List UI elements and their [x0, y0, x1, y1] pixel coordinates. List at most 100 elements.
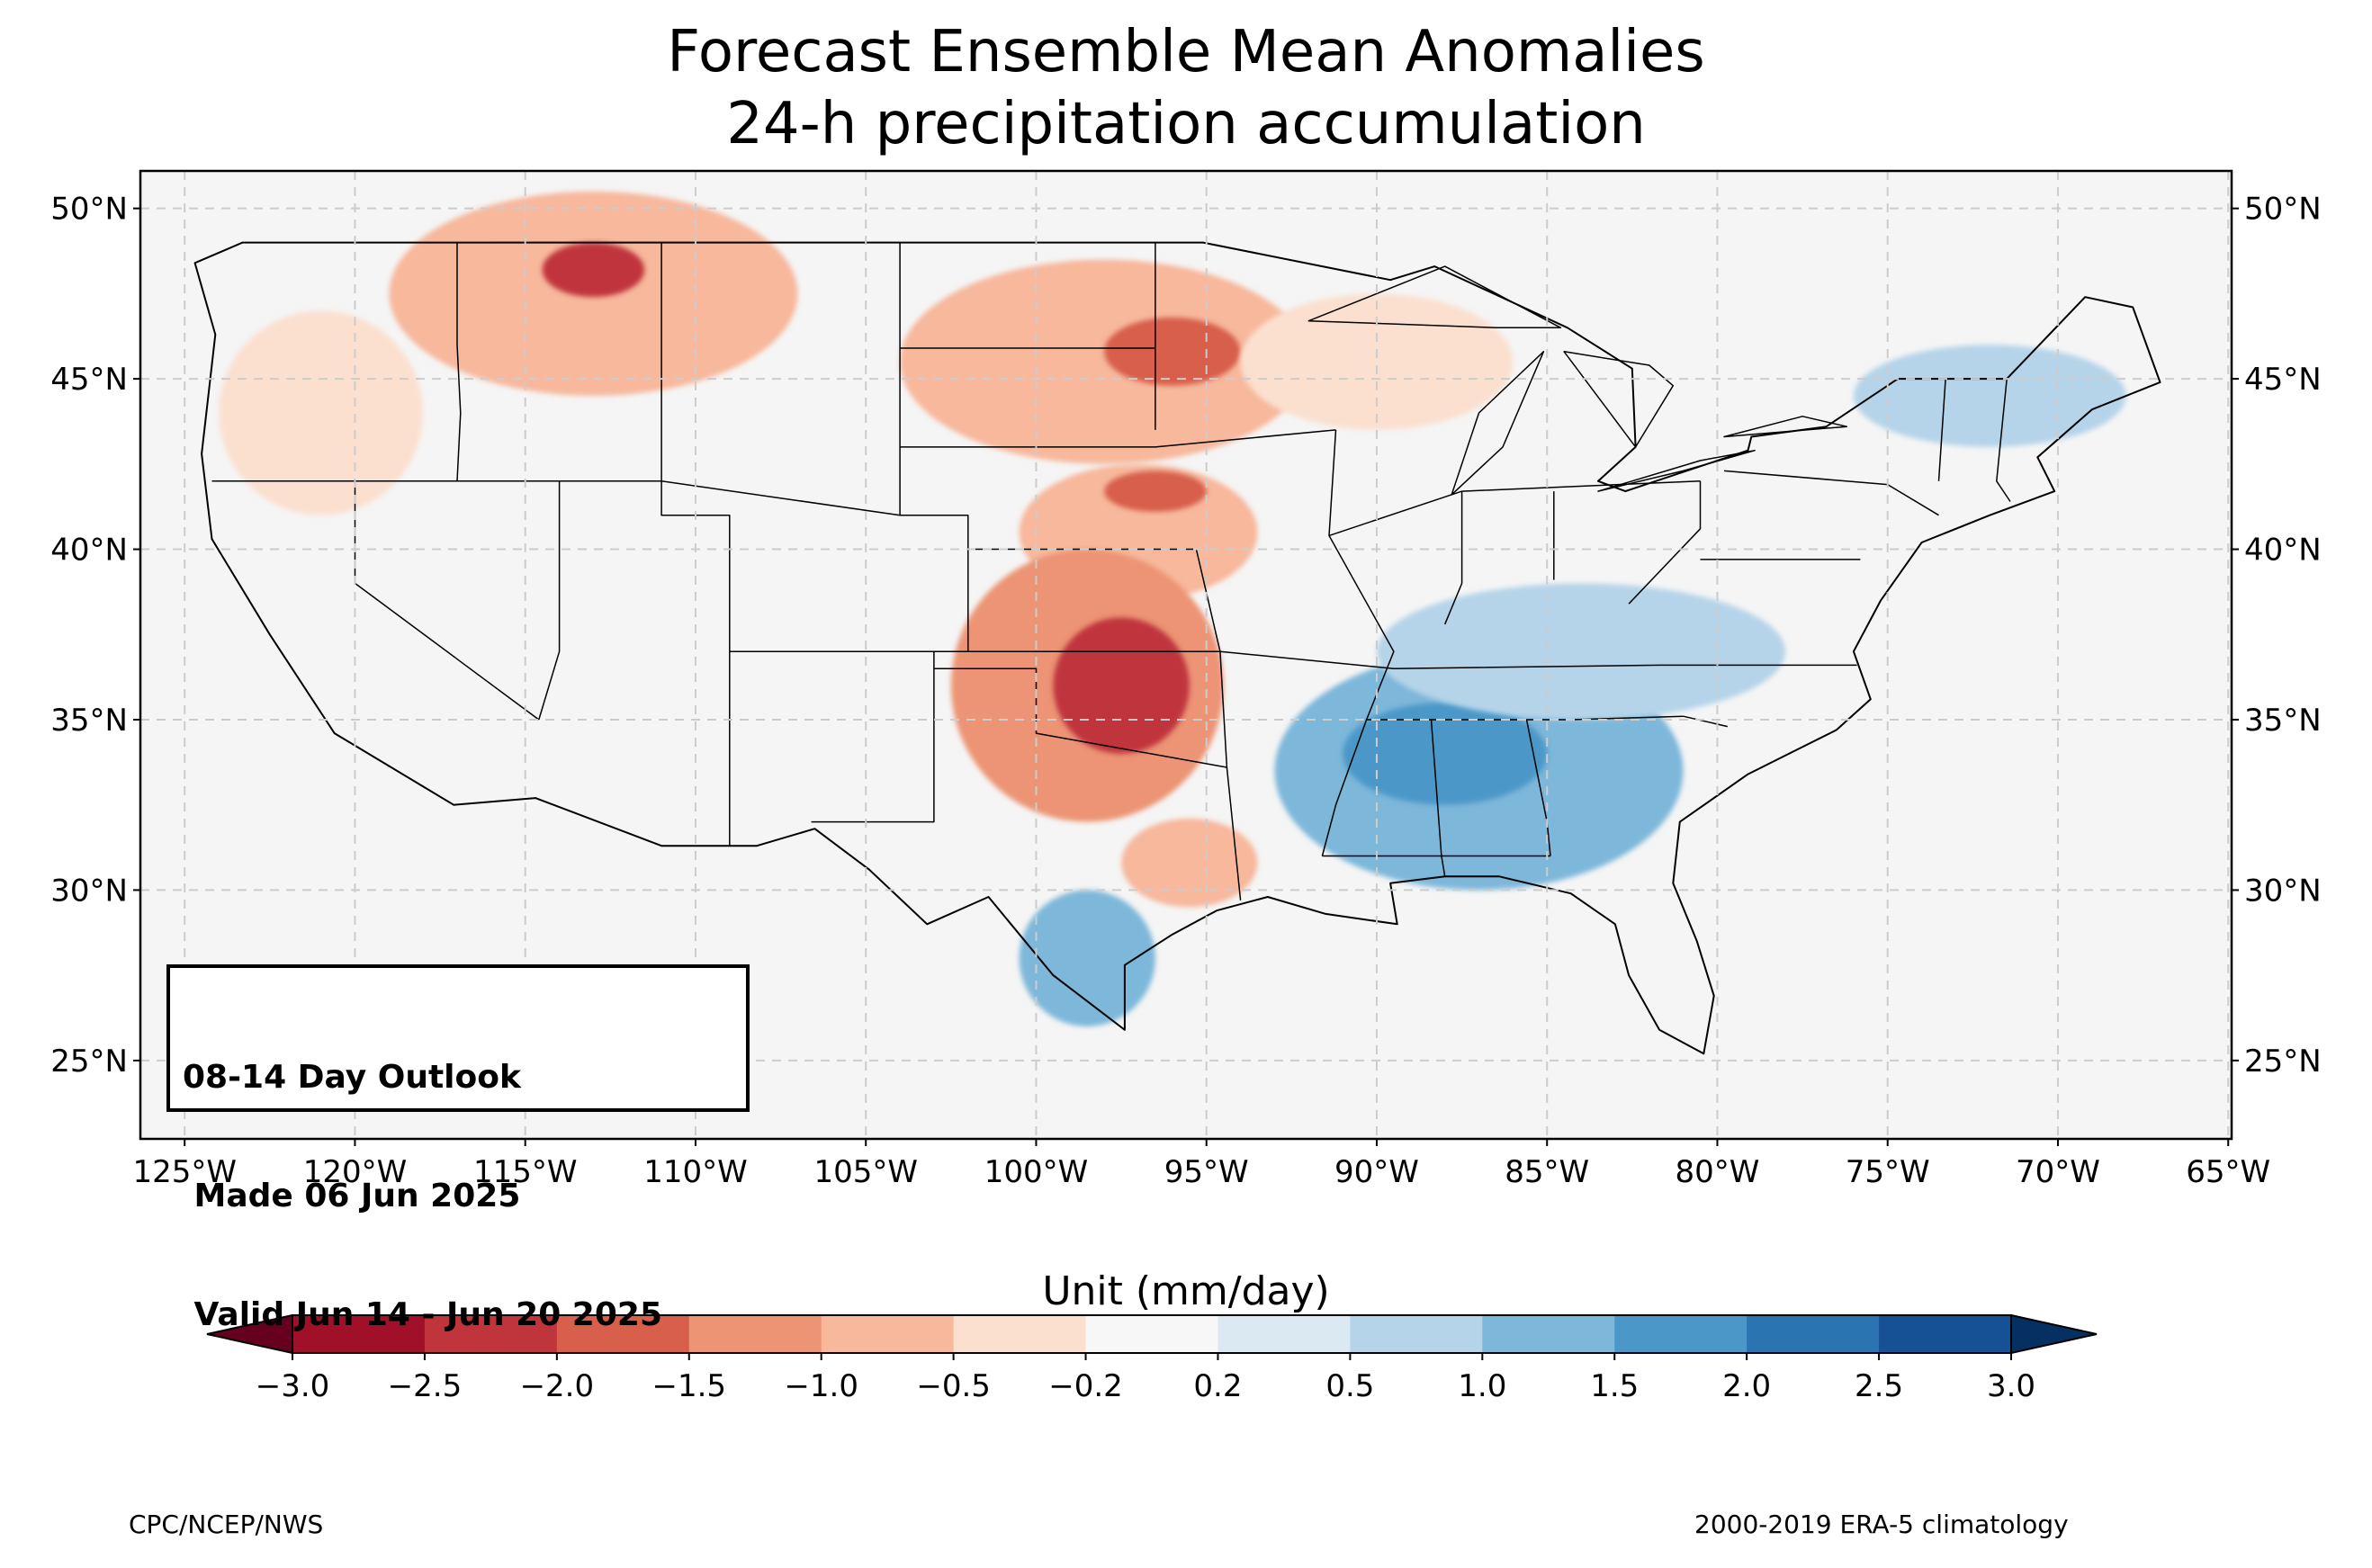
- lake-outline: [1597, 449, 1756, 492]
- anomaly-deep-south-core-wet: [1343, 703, 1548, 805]
- lon-tick-label: 80°W: [1676, 1154, 1760, 1190]
- colorbar-segment: [292, 1315, 426, 1353]
- colorbar-tick-label: −3.0: [256, 1368, 330, 1404]
- lat-tick-label-right: 50°N: [2244, 192, 2322, 228]
- colorbar-title: Unit (mm/day): [1042, 1268, 1330, 1314]
- outlook-title: 08-14 Day Outlook: [183, 1059, 521, 1096]
- state-boundary: [1683, 715, 1728, 728]
- colorbar-tick-label: −2.5: [388, 1368, 463, 1404]
- chart-title-line2: 24-h precipitation accumulation: [726, 91, 1646, 157]
- colorbar-tick-label: 2.0: [1722, 1368, 1771, 1404]
- colorbar-tick-label: −1.0: [784, 1368, 858, 1404]
- lat-tick-label-right: 35°N: [2244, 703, 2322, 739]
- colorbar-tick-label: 3.0: [1987, 1368, 2035, 1404]
- colorbar-segment: [1482, 1315, 1615, 1353]
- lat-tick-label: 45°N: [50, 362, 128, 398]
- colorbar-tick-label: −0.2: [1048, 1368, 1123, 1404]
- colorbar-tick-label: −2.0: [520, 1368, 595, 1404]
- lon-tick-label: 75°W: [1846, 1154, 1930, 1190]
- lat-tick-label-right: 25°N: [2244, 1044, 2322, 1080]
- lon-tick-label: 95°W: [1164, 1154, 1249, 1190]
- anomaly-pacific-nw-dry: [219, 310, 424, 515]
- lat-tick-label-right: 45°N: [2244, 362, 2322, 398]
- colorbar: −3.0 −2.5 −2.0 −1.5 −1.0 −0.5 −0.2 0.2 0.5 1.0 1.5…: [206, 1313, 2098, 1404]
- colorbar-segment: [1085, 1315, 1218, 1353]
- colorbar-tick-label: 0.2: [1193, 1368, 1242, 1404]
- colorbar-segment: [424, 1315, 558, 1353]
- lake-outline: [1451, 351, 1545, 496]
- lat-tick-label: 35°N: [50, 703, 128, 739]
- outlook-info-box: 08-14 Day Outlook Made 06 Jun 2025 Valid…: [166, 964, 750, 1333]
- colorbar-segment: [688, 1315, 822, 1353]
- state-boundary: [811, 668, 935, 823]
- state-boundary: [1996, 379, 2011, 502]
- colorbar-segment: [1217, 1315, 1351, 1353]
- state-boundary: [211, 480, 901, 516]
- anomaly-oklahoma-core-dry: [1053, 617, 1190, 754]
- colorbar-tick-label: 1.5: [1590, 1368, 1639, 1404]
- footer-source: CPC/NCEP/NWS: [129, 1510, 324, 1539]
- lat-tick-label: 50°N: [50, 192, 128, 228]
- lat-tick-label-right: 30°N: [2244, 873, 2322, 909]
- state-boundary: [1321, 429, 1395, 856]
- state-boundary: [1444, 491, 1463, 625]
- lon-tick-label: 110°W: [643, 1154, 748, 1190]
- axis-ticks: 50°N 50°N 45°N 45°N 40°N 40°N 35°N 35°N 30°N 30°N…: [50, 192, 2321, 1190]
- colorbar-segment: [1350, 1315, 1483, 1353]
- lat-tick-label-right: 40°N: [2244, 533, 2322, 569]
- anomaly-south-texas-wet: [1019, 890, 1155, 1026]
- anomaly-northeast-wet: [1853, 345, 2126, 447]
- state-boundary: [1937, 379, 1946, 481]
- anomaly-east-texas-dry: [1121, 818, 1258, 908]
- lake-outline: [1563, 351, 1675, 448]
- state-boundary: [900, 429, 1336, 448]
- lat-tick-label: 25°N: [50, 1044, 128, 1080]
- state-boundary: [538, 480, 561, 721]
- colorbar-segment: [1747, 1315, 1880, 1353]
- map-frame: [139, 169, 2233, 1141]
- lon-tick-label: 70°W: [2016, 1154, 2100, 1190]
- conus-outline: [193, 241, 2161, 1055]
- colorbar-tick-label: −0.5: [916, 1368, 991, 1404]
- lon-tick-label: 90°W: [1334, 1154, 1419, 1190]
- lon-tick-label: 125°W: [132, 1154, 237, 1190]
- anomaly-nebraska-core-dry: [1104, 470, 1207, 512]
- state-boundary: [933, 651, 1227, 768]
- colorbar-segment: [1614, 1315, 1748, 1353]
- lake-outline: [1307, 265, 1562, 329]
- chart-title-line1: Forecast Ensemble Mean Anomalies: [667, 19, 1705, 85]
- lat-tick-label: 30°N: [50, 873, 128, 909]
- colorbar-segment: [556, 1315, 690, 1353]
- lon-tick-label: 115°W: [473, 1154, 578, 1190]
- anomaly-ohio-valley-wet: [1376, 583, 1786, 720]
- colorbar-tick-label: 0.5: [1325, 1368, 1374, 1404]
- anomaly-northern-plains-dry: [900, 259, 1309, 464]
- state-boundary: [729, 650, 1857, 669]
- state-boundary: [899, 242, 969, 652]
- colorbar-segment: [953, 1315, 1087, 1353]
- colorbar-outline: [292, 1314, 2012, 1354]
- anomaly-montana-core-dry: [542, 242, 645, 298]
- colorbar-tick-label: 1.0: [1458, 1368, 1506, 1404]
- anomaly-great-lakes-west-dry: [1240, 293, 1514, 430]
- lat-tick-label: 40°N: [50, 533, 128, 569]
- anomaly-dakotas-core-dry: [1104, 317, 1241, 386]
- lon-tick-label: 120°W: [303, 1154, 408, 1190]
- state-boundary: [1195, 549, 1242, 900]
- lon-tick-label: 65°W: [2186, 1154, 2270, 1190]
- colorbar-extend-high: [2010, 1313, 2098, 1355]
- colorbar-tick-label: −1.5: [651, 1368, 726, 1404]
- lon-tick-label: 85°W: [1505, 1154, 1589, 1190]
- lon-tick-label: 100°W: [984, 1154, 1089, 1190]
- lake-outline: [1723, 416, 1848, 438]
- outlook-made-date: Made 06 Jun 2025: [183, 1178, 521, 1214]
- colorbar-tick-label: 2.5: [1855, 1368, 1903, 1404]
- lon-tick-label: 105°W: [813, 1154, 918, 1190]
- colorbar-segment: [821, 1315, 955, 1353]
- colorbar-segment: [1879, 1315, 2012, 1353]
- outlook-valid-range: Valid Jun 14 - Jun 20 2025: [183, 1296, 663, 1333]
- footer-climatology: 2000-2019 ERA-5 climatology: [1694, 1510, 2069, 1539]
- state-boundary: [1628, 480, 1702, 605]
- state-boundary: [456, 242, 462, 481]
